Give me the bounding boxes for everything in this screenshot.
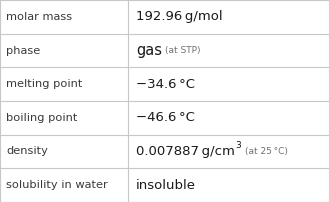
Text: solubility in water: solubility in water bbox=[6, 180, 108, 190]
Text: 3: 3 bbox=[235, 141, 241, 150]
Text: −34.6 °C: −34.6 °C bbox=[136, 78, 195, 91]
Text: insoluble: insoluble bbox=[136, 179, 196, 192]
Text: melting point: melting point bbox=[6, 79, 82, 89]
Text: (at 25 °C): (at 25 °C) bbox=[244, 147, 288, 156]
Text: molar mass: molar mass bbox=[6, 12, 72, 22]
Text: (at STP): (at STP) bbox=[165, 46, 201, 55]
Text: phase: phase bbox=[6, 45, 40, 56]
Text: −46.6 °C: −46.6 °C bbox=[136, 111, 195, 124]
Text: 0.007887 g/cm: 0.007887 g/cm bbox=[136, 145, 235, 158]
Text: boiling point: boiling point bbox=[6, 113, 77, 123]
Text: 192.96 g/mol: 192.96 g/mol bbox=[136, 10, 222, 23]
Text: gas: gas bbox=[136, 43, 162, 58]
Text: density: density bbox=[6, 146, 48, 157]
